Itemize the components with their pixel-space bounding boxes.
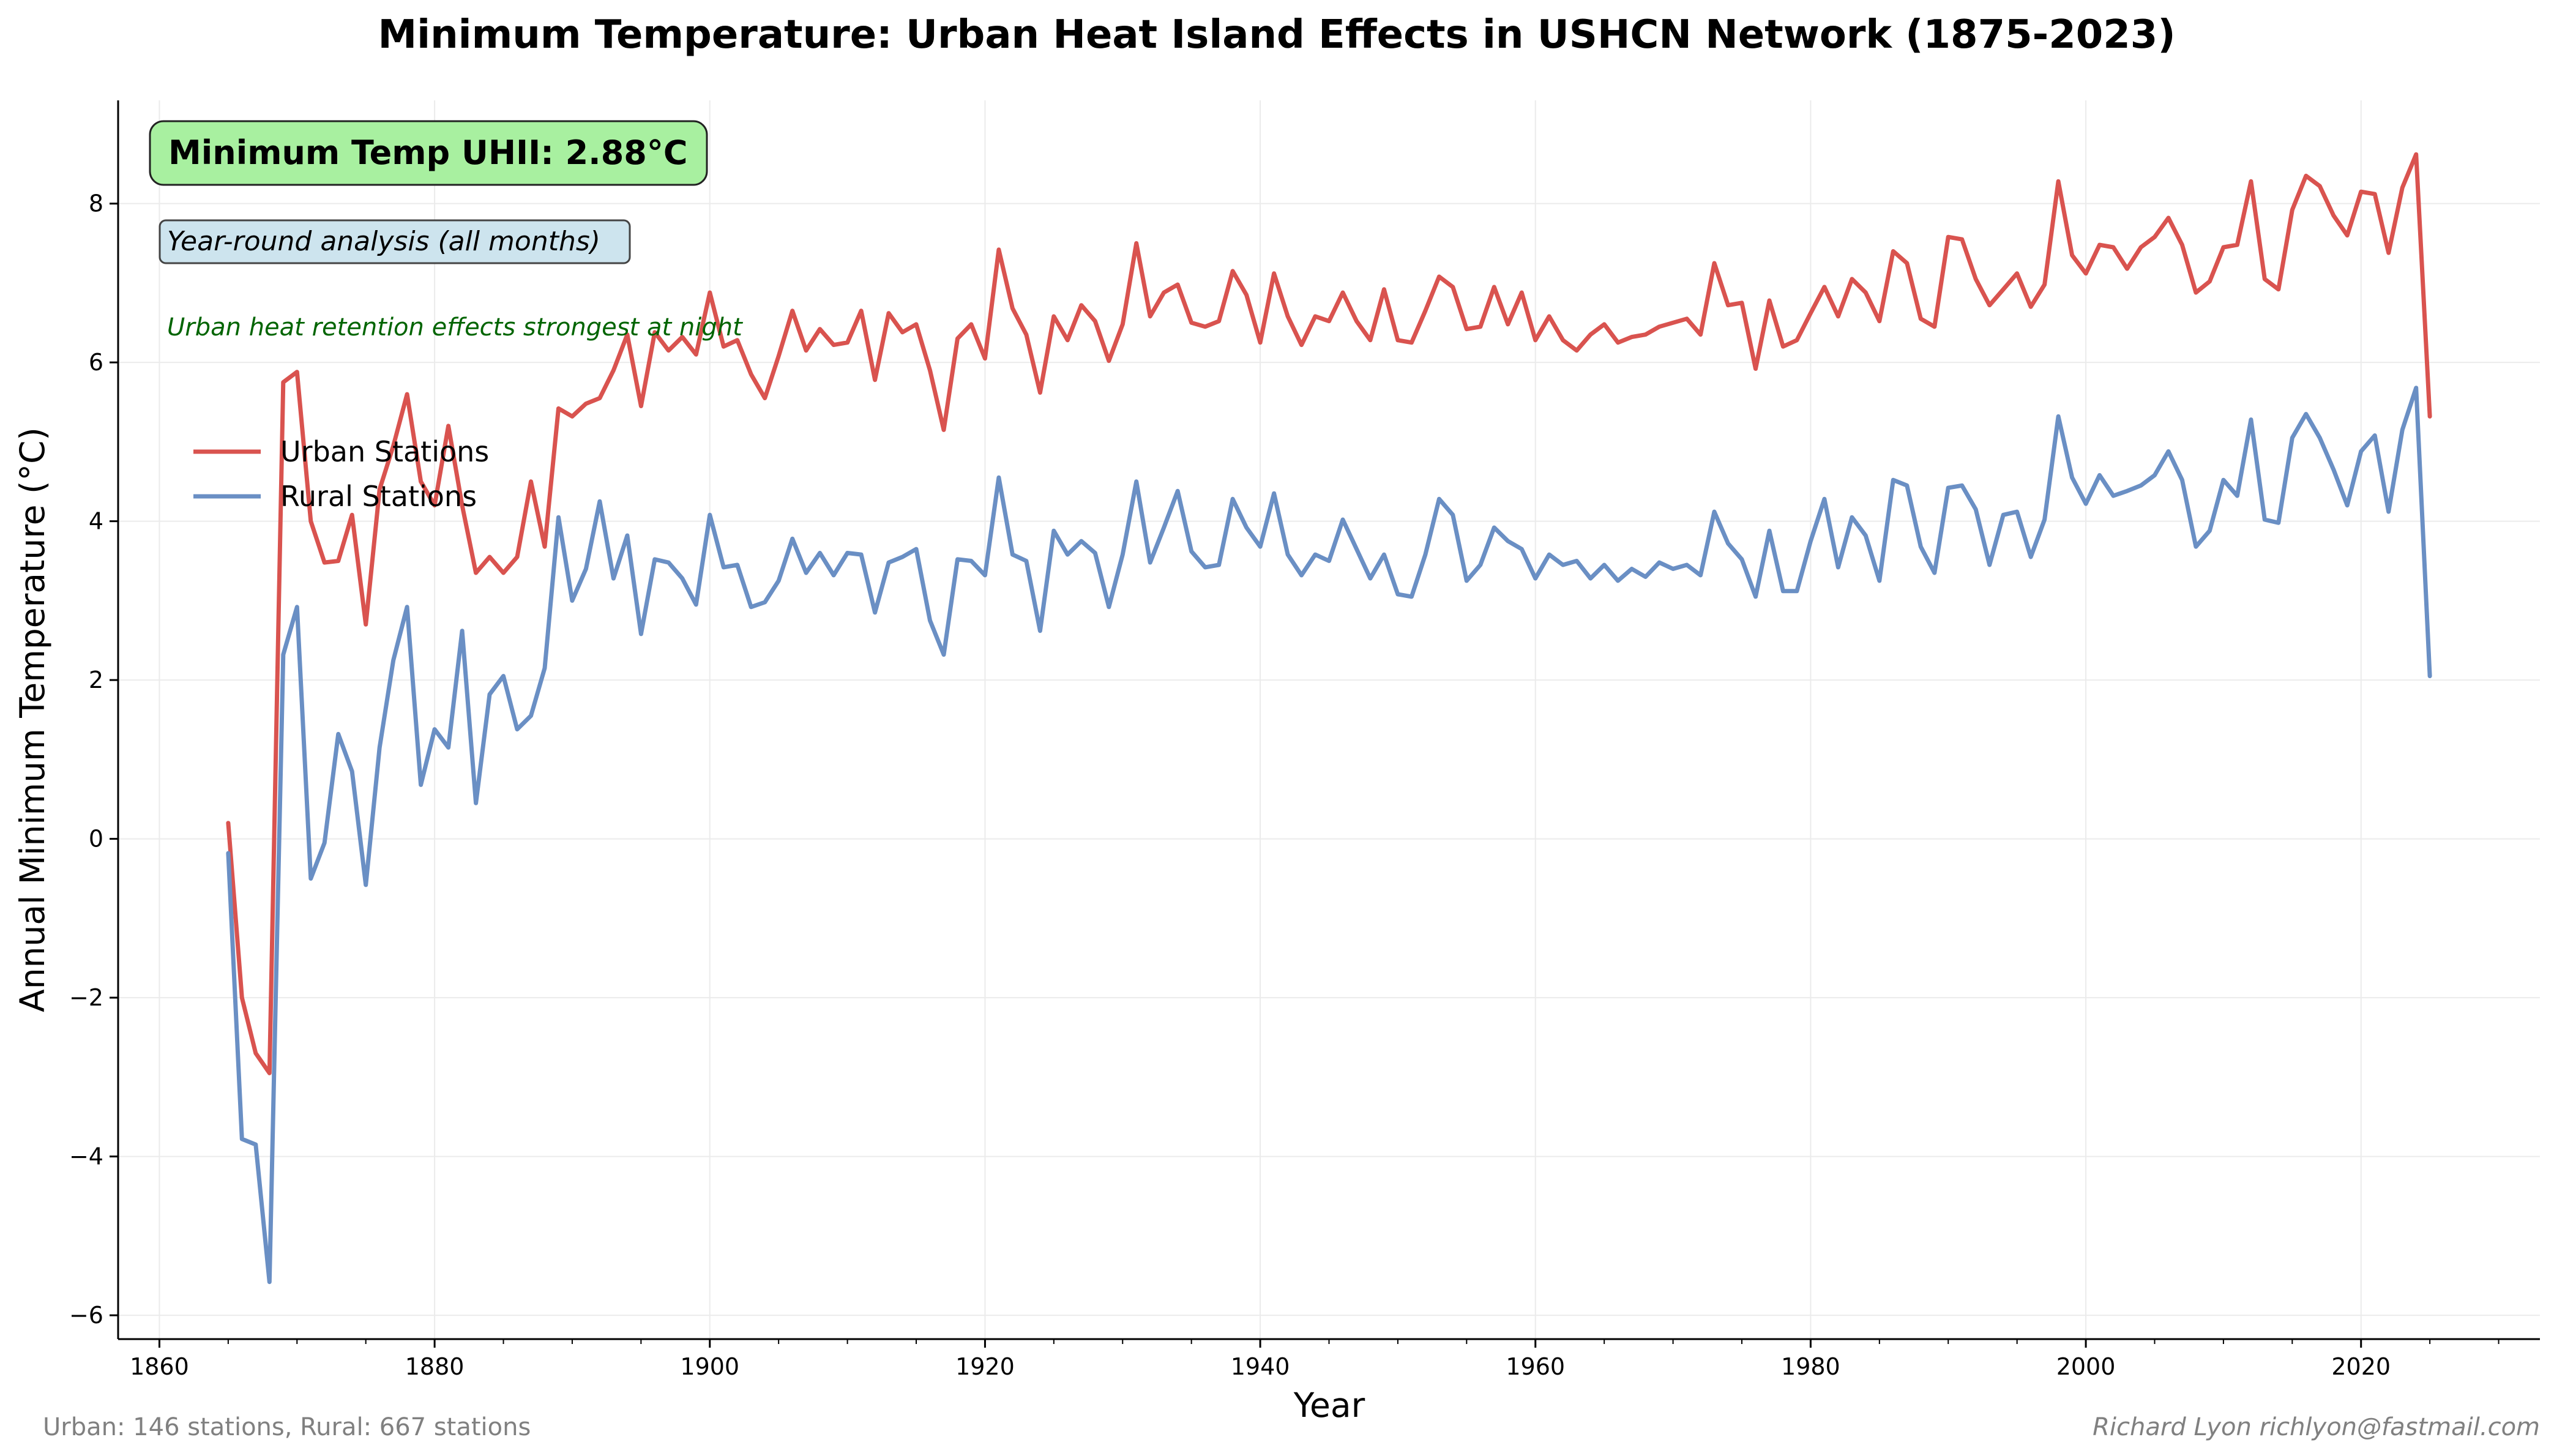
y-ticks: −6 −4 −2 0 2 4 6 8 — [69, 190, 118, 1329]
y-tick-label: −2 — [69, 984, 103, 1011]
chart-title: Minimum Temperature: Urban Heat Island E… — [378, 12, 2175, 58]
y-tick-label: −6 — [69, 1302, 103, 1329]
x-tick-label: 1940 — [1231, 1353, 1290, 1380]
series-line-rural — [226, 386, 2432, 1285]
series — [226, 152, 2432, 1285]
y-tick-label: 2 — [89, 666, 103, 693]
x-tick-label: 1900 — [680, 1353, 739, 1380]
legend: Urban Stations Rural Stations — [193, 435, 489, 513]
y-tick-label: −4 — [69, 1143, 103, 1170]
uhii-box — [149, 120, 708, 186]
y-tick-label: 0 — [89, 826, 103, 853]
grid — [118, 100, 2540, 1339]
x-axis-title: Year — [1293, 1386, 1365, 1425]
y-tick-label: 8 — [89, 190, 103, 217]
x-tick-label: 2000 — [2056, 1353, 2116, 1380]
axes — [117, 100, 2540, 1340]
analysis-annotation: Year-round analysis (all months) — [159, 219, 631, 264]
uhii-annotation: Minimum Temp UHII: 2.88°C — [149, 120, 708, 186]
x-tick-label: 1960 — [1506, 1353, 1565, 1380]
note-text: Urban heat retention effects strongest a… — [167, 313, 743, 342]
x-tick-label: 2020 — [2331, 1353, 2391, 1380]
footer-author: Richard Lyon richlyon@fastmail.com — [2093, 1413, 2540, 1441]
uhii-text: Minimum Temp UHII: 2.88°C — [168, 133, 687, 172]
y-tick-label: 6 — [89, 349, 103, 376]
x-ticks: 1860 1880 1900 1920 1940 1960 1980 2000 2020 — [130, 1339, 2500, 1380]
x-tick-label: 1860 — [130, 1353, 189, 1380]
x-tick-label: 1880 — [405, 1353, 465, 1380]
y-axis-title: Annual Minimum Temperature (°C) — [13, 427, 52, 1012]
analysis-text: Year-round analysis (all months) — [167, 226, 600, 257]
x-tick-label: 1920 — [955, 1353, 1015, 1380]
analysis-box — [159, 219, 631, 264]
x-tick-label: 1980 — [1781, 1353, 1840, 1380]
legend-label-rural: Rural Stations — [280, 480, 477, 513]
legend-label-urban: Urban Stations — [280, 435, 489, 468]
footer-stations: Urban: 146 stations, Rural: 667 stations — [43, 1413, 531, 1441]
series-line-urban — [226, 152, 2432, 1075]
y-tick-label: 4 — [89, 508, 103, 535]
